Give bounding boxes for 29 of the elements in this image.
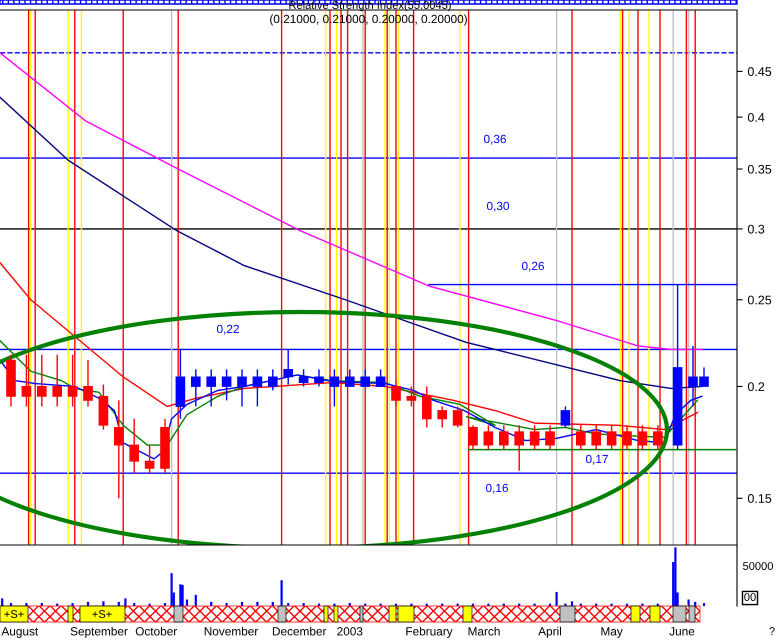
y-tick-label: 0.25 (748, 296, 772, 304)
annotation: 0,17 (586, 454, 608, 465)
annotation: 0,26 (522, 262, 544, 272)
text: ? (769, 627, 775, 635)
annotation: 0,30 (486, 202, 510, 212)
text: +S+ (92, 610, 112, 618)
x-tick-label: June (669, 627, 694, 636)
text: +S+ (4, 610, 24, 618)
text: 50000 (742, 562, 774, 570)
x-tick-label: December (272, 626, 326, 636)
annotation: 0,22 (216, 324, 239, 335)
annotation: 0,36 (484, 134, 506, 145)
y-tick-label: 0.15 (748, 494, 772, 503)
x-tick-label: October (136, 626, 177, 636)
x-tick-label: February (406, 626, 453, 638)
x-tick-label: May (601, 627, 623, 638)
x-tick-label: March (468, 626, 500, 636)
x-tick-label: September (70, 626, 128, 638)
y-tick-label: 0.45 (748, 67, 772, 76)
text: 00 (744, 593, 756, 601)
x-tick-label: November (204, 626, 258, 636)
x-tick-label: August (1, 627, 38, 638)
x-tick-label: 2003 (337, 627, 362, 636)
annotation: 0,16 (486, 484, 508, 494)
y-tick-label: 0.2 (748, 382, 764, 392)
x-tick-label: April (538, 626, 562, 638)
y-tick-label: 0.35 (748, 164, 772, 174)
y-tick-label: 0.3 (748, 224, 764, 234)
y-tick-label: 0.4 (748, 112, 764, 122)
